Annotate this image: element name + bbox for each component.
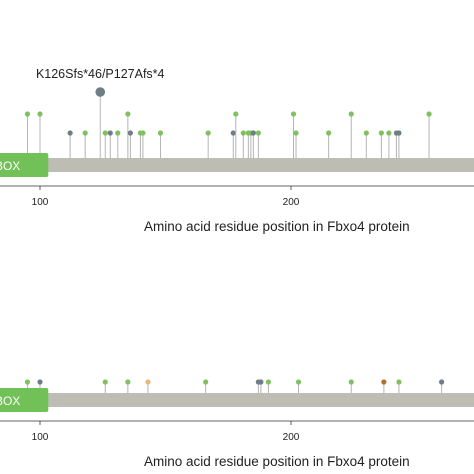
panel-1-lollipop-head xyxy=(250,130,256,136)
panel-2-protein-bar xyxy=(0,393,474,407)
panel-1-lollipop-head xyxy=(115,130,121,136)
panel-1-x-tick-label: 200 xyxy=(283,197,300,208)
panel-1-lollipop-head xyxy=(386,130,392,136)
panel-2-lollipop-head xyxy=(125,379,131,385)
panel-2-fbox-domain xyxy=(0,388,49,412)
panel-2-lollipop-head xyxy=(145,379,151,385)
panel-2-lollipop-head xyxy=(24,379,31,385)
panel-1-lollipop-head xyxy=(233,111,239,117)
panel-1-lollipop-head xyxy=(157,130,164,136)
panel-1-lollipop-head xyxy=(293,130,299,136)
panel-1-lollipop-head xyxy=(95,87,106,97)
panel-2-lollipop-head xyxy=(203,379,209,385)
panel-2-lollipop-head xyxy=(258,379,264,385)
panel-2-x-tick-label: 200 xyxy=(283,432,300,443)
panel-1-lollipop-head xyxy=(240,130,246,136)
panel-2-lollipop-head xyxy=(37,379,43,385)
panel-1-lollipop-head xyxy=(205,130,211,136)
panel-1-x-tick-label: 100 xyxy=(32,197,49,208)
panel-1-lollipop-head xyxy=(24,111,31,117)
panel-1-lollipop-head xyxy=(37,111,43,117)
panel-2-lollipop-head xyxy=(102,379,108,385)
panel-1-lollipop-head xyxy=(378,130,384,136)
panel-1-lollipop-head xyxy=(67,130,73,136)
panel-1-lollipop-head xyxy=(127,130,133,136)
panel-1-lollipop-head xyxy=(290,111,297,117)
panel-2-lollipop-head xyxy=(295,379,302,385)
panel-1-lollipop-head xyxy=(125,111,131,117)
panel-2-x-tick-label: 100 xyxy=(32,432,49,443)
panel-1-lollipop-head xyxy=(255,130,261,136)
panel-2-domain-label: FBOX xyxy=(0,394,20,408)
panel-1-lollipop-head xyxy=(107,130,113,136)
panel-2-lollipop-head xyxy=(348,379,354,385)
panel-2-lollipop-head xyxy=(396,379,402,385)
panel-2-x-axis-label: Amino acid residue position in Fbxo4 pro… xyxy=(144,454,410,469)
panel-1-lollipop-head xyxy=(140,130,146,136)
panel-1-lollipop-head xyxy=(82,130,88,136)
panel-2-lollipop-head xyxy=(439,379,445,385)
panel-1-x-axis-label: Amino acid residue position in Fbxo4 pro… xyxy=(144,219,410,234)
panel-2-lollipop-head xyxy=(381,379,387,385)
panel-1-lollipop-head xyxy=(426,111,432,117)
panel-1-lollipop-head xyxy=(396,130,402,136)
panel-1-fbox-domain xyxy=(0,153,49,177)
panel-1-lollipop-head xyxy=(230,130,236,136)
panel-1-lollipop-head xyxy=(348,111,354,117)
panel-1-domain-label: FBOX xyxy=(0,159,20,173)
panel-1-lollipop-head xyxy=(326,130,332,136)
panel-1-lollipop-head xyxy=(363,130,369,136)
panel-1-protein-bar xyxy=(0,158,474,172)
panel-1-mutation-annotation: K126Sfs*46/P127Afs*4 xyxy=(36,67,165,81)
panel-1-lollipop-head xyxy=(102,130,108,136)
panel-2-lollipop-head xyxy=(265,379,272,385)
